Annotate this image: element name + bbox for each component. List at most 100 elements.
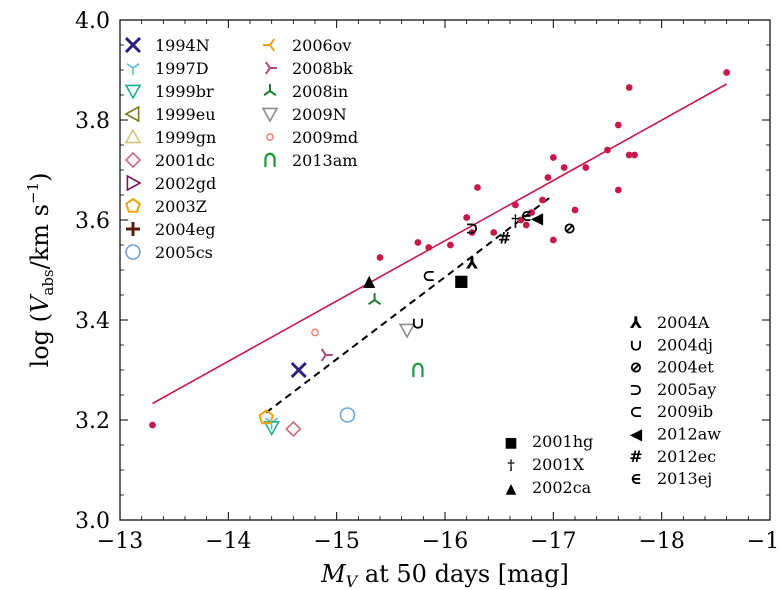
legend-marker-2004et: ⊘ — [629, 358, 642, 377]
legend-label-2002ca: 2002ca — [532, 478, 592, 497]
legend-marker-2008bk — [264, 61, 277, 75]
legend-marker-2001hg: ■ — [504, 435, 517, 451]
background-point — [560, 164, 568, 171]
legend-marker-2009N — [261, 107, 279, 123]
background-point — [149, 421, 156, 429]
fit-line-dashed — [265, 194, 554, 414]
legend-marker-2001dc — [124, 151, 142, 169]
data-point-2001X: † — [511, 211, 519, 230]
legend-marker-2004eg — [126, 222, 140, 236]
y-axis-label-part: −1 — [24, 182, 42, 204]
background-point — [549, 236, 557, 244]
data-point-2013ej: ∈ — [520, 206, 532, 225]
legend-label-2004A: 2004A — [657, 313, 710, 332]
data-point-2002ca: ▲ — [363, 271, 376, 290]
legend-marker-2004dj: ∪ — [629, 335, 642, 354]
legend-label-1999gn: 1999gn — [155, 128, 216, 147]
x-tick-label: −15 — [313, 529, 359, 554]
legend-marker-2013ej: ∈ — [630, 469, 642, 488]
legend-marker-1994N — [124, 36, 142, 54]
legend-label-2004dj: 2004dj — [657, 335, 713, 354]
legend-label-2013ej: 2013ej — [657, 469, 712, 488]
background-point — [544, 174, 552, 181]
y-axis-label-part: /km s — [26, 204, 54, 269]
legend-label-2012ec: 2012ec — [657, 447, 716, 466]
x-tick-label: −17 — [530, 529, 576, 554]
x-tick-label: −19 — [747, 529, 780, 554]
y-tick-label: 4.0 — [75, 9, 110, 34]
x-tick-label: −14 — [205, 529, 251, 554]
legend-marker-2013am — [264, 152, 276, 167]
background-point — [463, 214, 471, 221]
background-point — [723, 69, 731, 76]
legend-marker-2005cs — [125, 244, 141, 260]
legend-marker-2003Z — [125, 197, 141, 213]
background-point — [414, 239, 422, 246]
background-point — [522, 221, 530, 229]
y-tick-label: 3.8 — [75, 109, 110, 134]
legend-label-2008in: 2008in — [292, 82, 348, 101]
data-point-2009ib: ⊂ — [422, 266, 435, 285]
legend-marker-2008in — [263, 84, 277, 97]
x-axis-label-sub: V — [346, 572, 359, 590]
background-point — [539, 196, 546, 204]
background-point — [625, 84, 633, 91]
legend-label-2004et: 2004et — [657, 358, 714, 377]
legend-marker-2009md — [266, 133, 274, 141]
data-point-2008in — [368, 293, 382, 306]
legend-label-2009ib: 2009ib — [657, 402, 713, 421]
data-point-2001hg: ■ — [454, 271, 469, 290]
x-axis-label: MV at 50 days [mag] — [320, 560, 569, 590]
data-point-2009md — [311, 328, 319, 337]
background-point — [571, 206, 579, 214]
legend-marker-2002ca: ▲ — [506, 481, 517, 497]
background-point — [625, 151, 633, 159]
legend-label-1999br: 1999br — [155, 82, 214, 101]
legend-marker-2012aw: ◀ — [630, 425, 643, 444]
legend-label-1999eu: 1999eu — [155, 105, 216, 124]
data-point-2004A: ⅄ — [465, 254, 478, 273]
x-axis-label-rest: at 50 days [mag] — [357, 560, 569, 588]
legend-label-2005cs: 2005cs — [155, 243, 213, 262]
data-point-2005ay: ⊃ — [465, 219, 478, 238]
legend-marker-2009ib: ⊂ — [629, 402, 642, 421]
data-point-2005cs — [339, 407, 356, 423]
background-point — [582, 164, 590, 171]
legend-label-2003Z: 2003Z — [155, 197, 207, 216]
background-point — [447, 241, 454, 249]
x-tick-label: −13 — [97, 529, 143, 554]
axes: −13 −14 −15 −16 −17 −18 −19 3.0 3.2 3.4 3.6 3.8 4.0 M… — [24, 9, 780, 590]
data-point-2009N — [398, 323, 416, 339]
legend-marker-1997D — [126, 63, 140, 75]
plot-frame — [119, 19, 771, 521]
data-point-2004et: ⊘ — [563, 219, 576, 238]
legend-marker-2001X: † — [507, 458, 514, 474]
y-tick-label: 3.2 — [75, 409, 110, 434]
legend-marker-2004A: ⅄ — [629, 313, 642, 332]
data-point-2008bk — [320, 348, 333, 362]
y-axis-label: log (Vabs/km s−1) — [24, 173, 57, 368]
background-point — [474, 184, 481, 191]
background-point — [490, 229, 498, 236]
legend-label-2013am: 2013am — [292, 151, 357, 170]
data-point-1994N — [290, 361, 307, 379]
background-point — [517, 216, 525, 224]
legend-label-2005ay: 2005ay — [657, 380, 716, 399]
background-point — [376, 254, 384, 261]
y-tick-label: 3.0 — [75, 509, 110, 534]
legend-label-2009md: 2009md — [292, 128, 358, 147]
data-point-2012aw: ◀ — [531, 209, 544, 228]
y-tick-label: 3.4 — [75, 309, 110, 334]
legend-marker-1999gn — [124, 128, 142, 144]
y-axis-label-part: log ( — [26, 313, 54, 367]
legend-label-2009N: 2009N — [292, 105, 347, 124]
legend-label-2006ov: 2006ov — [292, 36, 351, 55]
background-point — [512, 201, 519, 209]
background-point — [604, 146, 611, 154]
legend-label-2001dc: 2001dc — [155, 151, 215, 170]
legend-marker-2005ay: ⊃ — [629, 380, 642, 399]
background-point — [528, 209, 536, 216]
x-axis-label-m: M — [320, 560, 347, 588]
data-point-2003Z — [258, 409, 275, 425]
